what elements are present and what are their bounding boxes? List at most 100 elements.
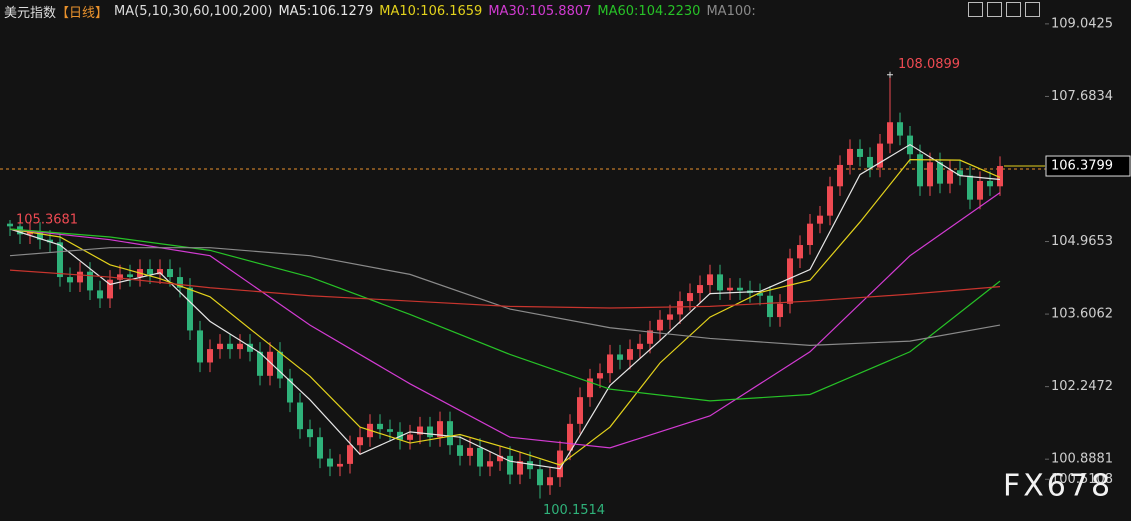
candle-body [787, 258, 793, 304]
candle-body [637, 343, 643, 350]
candle-body [987, 180, 993, 187]
first-high-label: 105.3681 [16, 213, 78, 228]
ma-line [9, 192, 1001, 449]
candle-body [247, 343, 253, 352]
candle-body [297, 402, 303, 430]
period[interactable]: 【日线】 [56, 5, 109, 21]
candle-body [337, 463, 343, 467]
last-price-box [1045, 155, 1131, 177]
candle-body [237, 343, 243, 350]
candle-body [847, 148, 853, 165]
candle-body [887, 122, 893, 144]
candle-body [677, 301, 683, 315]
candle-body [527, 461, 533, 470]
candle-body [657, 319, 663, 331]
candle-body [697, 285, 703, 294]
candle-body [947, 170, 953, 184]
legend-entry: MA10:106.1659 [379, 3, 483, 19]
candle-body [377, 423, 383, 430]
candle-body [587, 378, 593, 398]
y-tick-label: 103.6062 [1051, 307, 1113, 322]
y-tick-label: 102.2472 [1051, 379, 1113, 394]
tool-icon[interactable] [1025, 2, 1040, 17]
candle-body [517, 461, 523, 475]
candle-body [317, 437, 323, 459]
candle-body [87, 271, 93, 291]
candle-body [107, 279, 113, 299]
candle-body [757, 293, 763, 296]
candle-body [67, 277, 73, 283]
candle-body [467, 447, 473, 456]
candle-body [727, 287, 733, 291]
ma-line [9, 228, 1001, 402]
y-tick-label: 100.8881 [1051, 452, 1113, 467]
candle-body [707, 274, 713, 286]
candle-body [387, 429, 393, 432]
max-label: 108.0899 [898, 57, 960, 72]
candle-body [557, 450, 563, 478]
candle-body [867, 156, 873, 168]
candle-body [477, 447, 483, 467]
candle-body [177, 277, 183, 288]
candle-body [567, 423, 573, 451]
y-tick-label: 107.6834 [1051, 89, 1113, 104]
candle-body [877, 143, 883, 168]
candle-body [307, 429, 313, 438]
candle-body [737, 287, 743, 291]
candle-body [147, 269, 153, 275]
ma-line [9, 247, 1001, 346]
candle-body [57, 242, 63, 278]
candle-body [577, 397, 583, 424]
candle-body [767, 295, 773, 318]
candle-body [487, 461, 493, 467]
candle-body [457, 445, 463, 456]
tool-icon[interactable] [968, 2, 983, 17]
header: 美元指数 【日线】 MA(5,10,30,60,100,200) MA5:106… [4, 2, 756, 21]
candle-body [157, 269, 163, 275]
last-price-label: 106.3799 [1051, 159, 1113, 174]
candle-body [77, 271, 83, 283]
candle-body [407, 434, 413, 440]
ma-line [9, 269, 1001, 309]
candle-body [997, 166, 1003, 187]
candle-body [597, 373, 603, 379]
max-marker [887, 71, 893, 78]
candle-body [607, 354, 613, 374]
candle-body [927, 162, 933, 187]
candle-body [497, 455, 503, 462]
indicator: MA(5,10,30,60,100,200) [114, 3, 273, 19]
candle-body [47, 239, 53, 243]
tool-icon[interactable] [1006, 2, 1021, 17]
candle-body [7, 223, 13, 227]
y-tick-label: 109.0425 [1051, 16, 1113, 31]
candle-body [327, 458, 333, 467]
candle-body [777, 303, 783, 318]
candle-body [667, 314, 673, 320]
tool-icon[interactable] [987, 2, 1002, 17]
title: 美元指数 [4, 5, 57, 21]
candle-body [977, 180, 983, 200]
candle-body [507, 455, 513, 475]
candle-body [957, 170, 963, 176]
y-tick-label: 104.9653 [1051, 234, 1113, 249]
candle-body [617, 354, 623, 360]
candle-body [937, 162, 943, 184]
candle-body [837, 164, 843, 187]
candle-body [537, 469, 543, 486]
candle-body [967, 175, 973, 200]
candle-body [627, 349, 633, 360]
legend-entry: MA30:105.8807 [488, 3, 592, 19]
candle-body [167, 269, 173, 278]
candle-body [187, 287, 193, 331]
candle-body [287, 378, 293, 403]
candle-body [277, 351, 283, 379]
candle-body [267, 351, 273, 376]
candle-body [797, 245, 803, 259]
watermark: FX678 [1003, 469, 1113, 504]
candle-body [917, 154, 923, 187]
candle-body [207, 349, 213, 363]
legend-entry: MA5:106.1279 [278, 3, 374, 19]
candle-body [717, 274, 723, 291]
